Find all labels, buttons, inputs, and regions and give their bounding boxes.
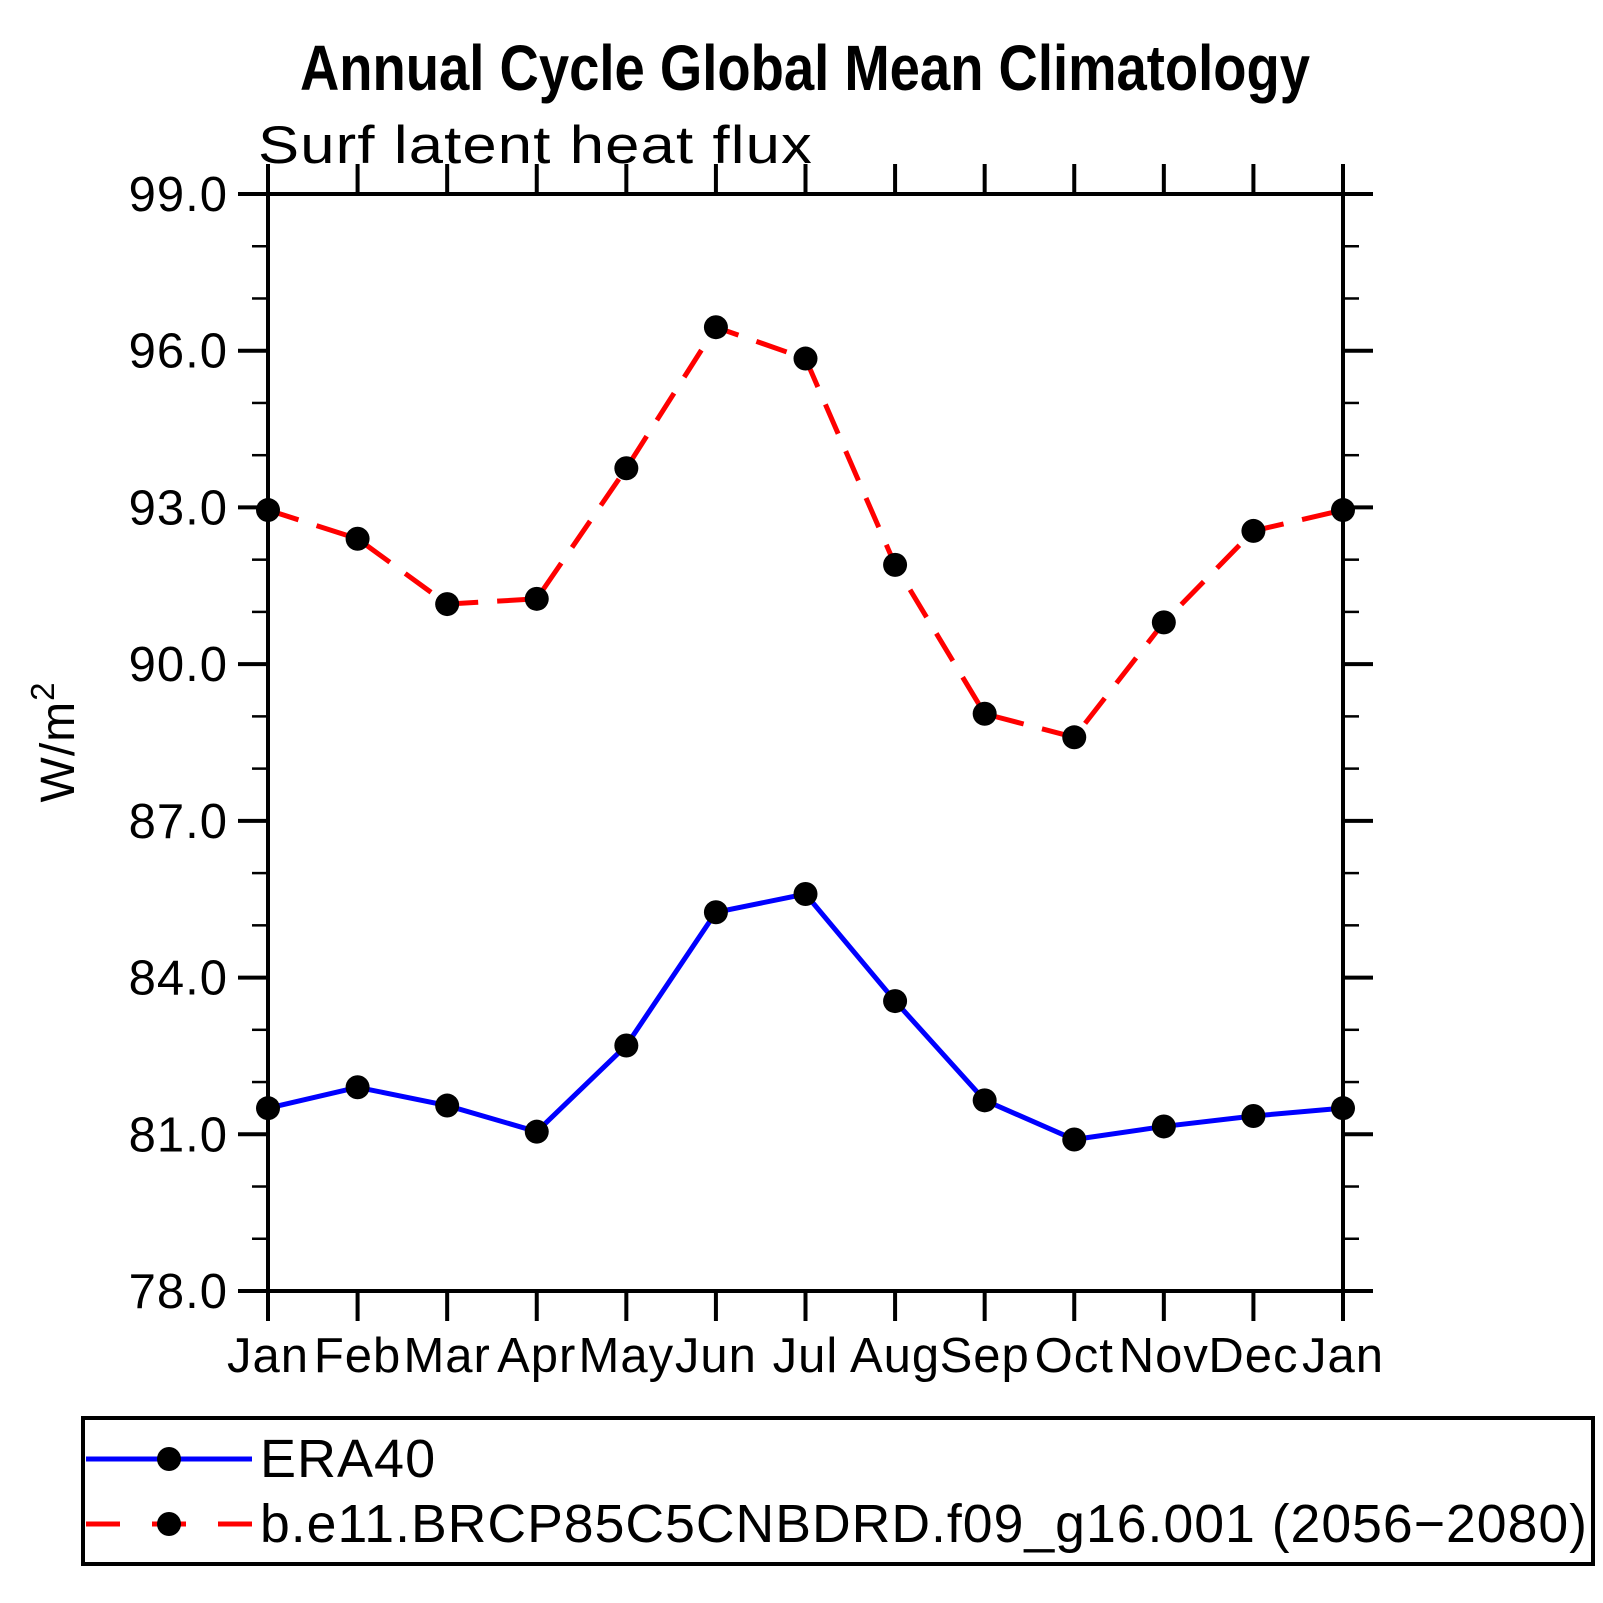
month-label: Nov	[1119, 1329, 1209, 1383]
month-label: Jul	[773, 1329, 839, 1383]
model-point-aug-7	[883, 552, 908, 577]
model-point-apr-3	[524, 586, 549, 611]
model-point-dec-11	[1241, 518, 1266, 543]
era40-point-sep-8	[972, 1088, 997, 1113]
era40-point-oct-9	[1062, 1127, 1087, 1152]
month-label: Feb	[314, 1329, 401, 1383]
era40-point-mar-2	[435, 1093, 460, 1118]
y-axis-title-unit: W/m	[32, 701, 85, 803]
month-label: Sep	[940, 1329, 1030, 1383]
month-label: Jun	[675, 1329, 757, 1383]
y-axis-tick-label: 84.0	[129, 952, 228, 1006]
model-legend-label: b.e11.BRCP85C5CNBDRD.f09_g16.001 (2056−2…	[260, 1494, 1588, 1554]
model-point-jul-6	[793, 346, 818, 371]
y-axis-tick-label: 87.0	[129, 795, 228, 849]
month-label: Mar	[403, 1329, 490, 1383]
month-label: Oct	[1035, 1329, 1114, 1383]
month-label: Jan	[1302, 1329, 1384, 1383]
y-axis-tick-label: 90.0	[129, 638, 228, 692]
era40-line	[267, 891, 1344, 1143]
era40-point-may-4	[614, 1033, 639, 1058]
era40-point-aug-7	[883, 989, 908, 1014]
model-point-jan-0	[256, 498, 280, 523]
model-point-may-4	[614, 456, 639, 481]
month-label: Aug	[850, 1329, 940, 1383]
model-point-nov-10	[1151, 610, 1176, 635]
legend: ERA40 b.e11.BRCP85C5CNBDRD.f09_g16.001 (…	[81, 1416, 1595, 1566]
y-axis-title: W/m2	[24, 682, 85, 803]
y-axis-tick-label: 81.0	[129, 1108, 228, 1162]
legend-item-model: b.e11.BRCP85C5CNBDRD.f09_g16.001 (2056−2…	[86, 1494, 1588, 1554]
page-title: Annual Cycle Global Mean Climatology	[300, 32, 1310, 104]
era40-point-nov-10	[1151, 1114, 1176, 1139]
era40-point-apr-3	[524, 1119, 549, 1144]
model-point-sep-8	[972, 701, 997, 726]
month-label: Apr	[497, 1329, 576, 1383]
model-point-feb-1	[345, 526, 370, 551]
y-axis-title-exponent: 2	[24, 682, 61, 701]
model-point-jun-5	[703, 315, 728, 340]
era40-legend-marker	[157, 1447, 181, 1471]
y-axis-tick-label: 96.0	[129, 325, 228, 379]
model-legend-marker	[157, 1512, 181, 1536]
era40-point-jan-12	[1331, 1096, 1355, 1121]
era40-point-jul-6	[793, 881, 818, 906]
month-label: May	[579, 1329, 675, 1383]
y-axis-tick-label: 99.0	[129, 168, 228, 222]
month-label: Jan	[227, 1329, 309, 1383]
model-line	[267, 324, 1344, 741]
era40-legend-label: ERA40	[260, 1429, 436, 1489]
legend-box	[81, 1416, 1595, 1566]
model-point-jan-12	[1331, 498, 1355, 523]
model-point-oct-9	[1062, 725, 1087, 750]
era40-point-dec-11	[1241, 1104, 1266, 1129]
era40-point-jan-0	[256, 1096, 280, 1121]
y-axis-tick-label: 93.0	[129, 481, 228, 535]
era40-point-jun-5	[703, 900, 728, 925]
model-point-mar-2	[435, 592, 460, 617]
legend-item-era40: ERA40	[86, 1429, 436, 1489]
y-axis-tick-label: 78.0	[129, 1265, 228, 1319]
era40-point-feb-1	[345, 1075, 370, 1100]
month-label: Dec	[1208, 1329, 1298, 1383]
